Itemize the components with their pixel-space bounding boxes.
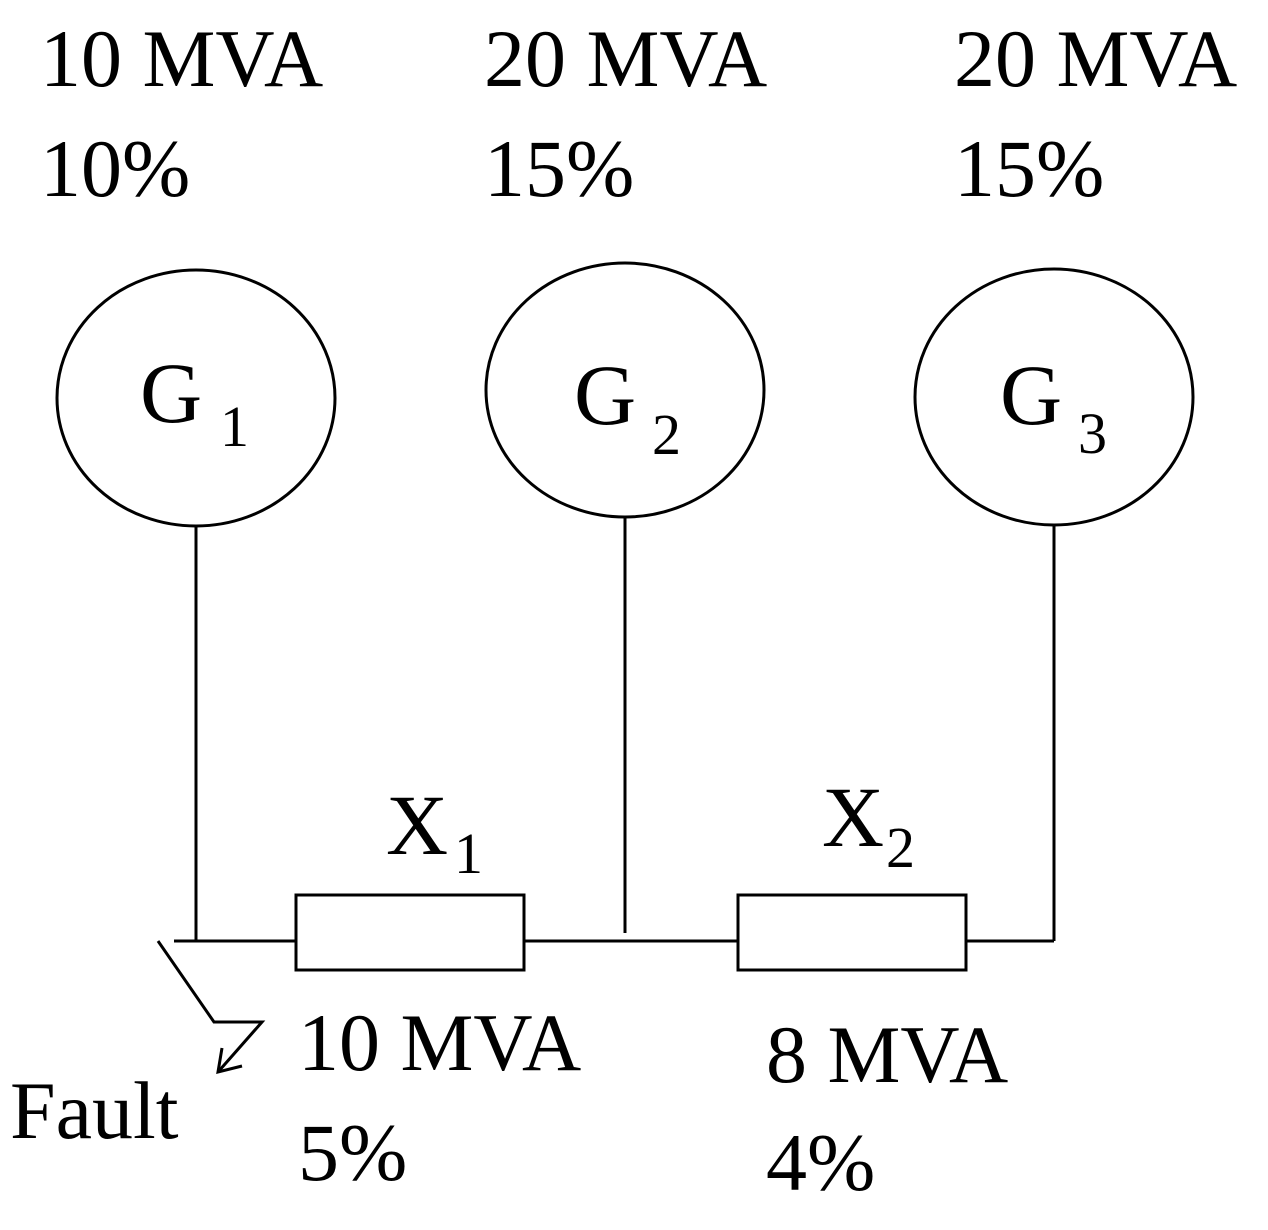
reactor-x1-box: [294, 893, 526, 972]
g2-reactance: 15%: [484, 123, 634, 214]
g1-rating: 10 MVA: [40, 13, 323, 104]
generator-g2: G 2: [484, 261, 766, 519]
x2-reactance: 4%: [766, 1117, 875, 1208]
x2-rating: 8 MVA: [766, 1009, 1008, 1100]
reactor-x1: X 1: [294, 777, 526, 972]
reactor-x2-letter: X: [822, 769, 884, 865]
g1-reactance: 10%: [40, 123, 190, 214]
reactor-x2-box: [736, 893, 968, 972]
reactor-x2: X 2: [736, 769, 968, 972]
fault-label: Fault: [10, 1065, 179, 1156]
g2-rating: 20 MVA: [484, 13, 767, 104]
g3-rating: 20 MVA: [954, 13, 1237, 104]
g3-reactance: 15%: [954, 123, 1104, 214]
generator-g1-letter: G: [140, 345, 202, 441]
x1-reactance: 5%: [298, 1107, 407, 1198]
reactor-x2-subscript: 2: [886, 815, 915, 880]
generator-g3-letter: G: [1000, 347, 1062, 443]
reactor-x1-letter: X: [386, 777, 448, 873]
generator-g1: G 1: [55, 268, 337, 528]
generator-g2-subscript: 2: [652, 402, 681, 467]
generator-g1-subscript: 1: [220, 394, 249, 459]
reactor-x1-subscript: 1: [454, 821, 483, 886]
generator-g3: G 3: [913, 267, 1195, 527]
fault-arrow-icon: [156, 940, 266, 1075]
generator-g2-letter: G: [574, 347, 636, 443]
generator-g3-subscript: 3: [1078, 401, 1107, 466]
x1-rating: 10 MVA: [298, 997, 581, 1088]
